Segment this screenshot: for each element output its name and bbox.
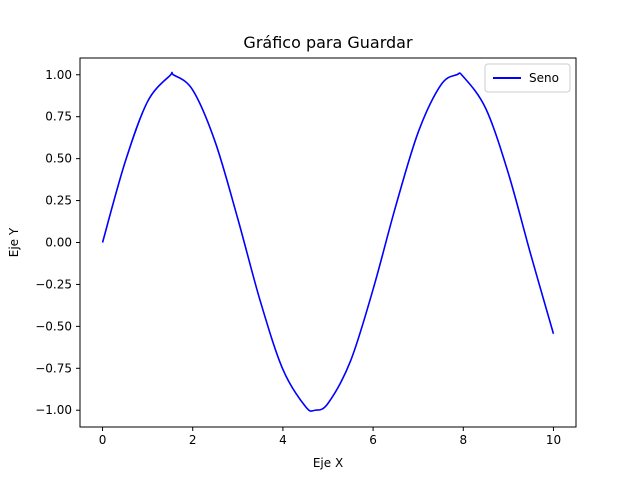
- x-tick-label: 2: [189, 433, 197, 447]
- y-tick-label: 0.25: [45, 194, 72, 208]
- series-layer: [101, 71, 555, 412]
- y-tick-label: 0.00: [45, 236, 72, 250]
- y-tick-label: −1.00: [35, 403, 72, 417]
- chart-title: Gráfico para Guardar: [243, 33, 413, 52]
- y-tick-label: −0.25: [35, 277, 72, 291]
- y-axis-ticks: −1.00 −0.75 −0.50 −0.25 0.00 0.25 0.50 0.75 1.00: [35, 68, 80, 417]
- y-tick-label: −0.50: [35, 319, 72, 333]
- legend-box: [484, 63, 571, 93]
- x-tick-label: 10: [546, 433, 561, 447]
- x-tick-label: 6: [369, 433, 377, 447]
- x-axis-ticks: 0 2 4 6 8 10: [99, 427, 561, 447]
- legend-label-seno: Seno: [529, 71, 559, 85]
- x-tick-label: 0: [99, 433, 107, 447]
- y-tick-label: −0.75: [35, 361, 72, 375]
- y-tick-label: 1.00: [45, 68, 72, 82]
- y-axis-label: Eje Y: [7, 227, 21, 257]
- plot-background: [80, 58, 576, 427]
- y-tick-label: 0.75: [45, 110, 72, 124]
- x-tick-label: 4: [279, 433, 287, 447]
- series-line-seno: [101, 71, 555, 412]
- x-axis-label: Eje X: [313, 456, 343, 470]
- legend: Seno: [484, 63, 571, 93]
- x-tick-label: 8: [459, 433, 467, 447]
- y-tick-label: 0.50: [45, 152, 72, 166]
- plot-area: [79, 57, 577, 428]
